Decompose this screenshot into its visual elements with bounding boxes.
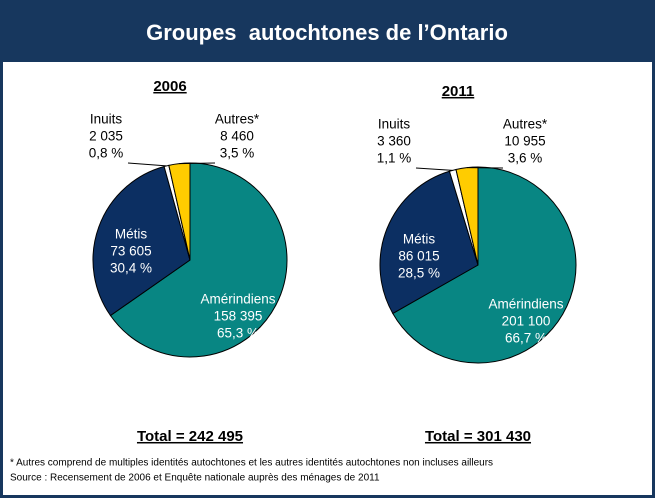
header-title: Groupes autochtones de l’Ontario [146,20,508,45]
slice-percent: 30,4 % [110,261,152,276]
slice-count: 2 035 [89,129,123,144]
slice-name: Métis [115,227,148,242]
total-label: Total = 242 495 [137,428,243,445]
slice-count: 3 360 [377,134,411,149]
slice-name: Inuits [378,117,411,132]
slice-name: Amérindiens [200,292,275,307]
slice-percent: 3,6 % [508,151,543,166]
footnote: * Autres comprend de multiples identités… [10,458,493,469]
slice-count: 86 015 [398,249,439,264]
slice-percent: 1,1 % [377,151,412,166]
slice-count: 10 955 [504,134,545,149]
slice-percent: 66,7 % [505,331,547,346]
slice-count: 73 605 [110,244,151,259]
pie-title: 2011 [442,83,475,100]
slice-name: Autres* [503,117,548,132]
leader-line [179,163,215,164]
total-label: Total = 301 430 [425,428,531,445]
pie-title: 2006 [153,78,186,95]
slice-name: Inuits [90,112,123,127]
slice-count: 158 395 [214,309,263,324]
slice-percent: 3,5 % [220,146,255,161]
slice-percent: 65,3 % [217,326,259,341]
slice-name: Amérindiens [488,297,563,312]
slice-percent: 0,8 % [89,146,124,161]
slice-name: Autres* [215,112,260,127]
slice-count: 8 460 [220,129,254,144]
slice-count: 201 100 [502,314,551,329]
source-note: Source : Recensement de 2006 et Enquête … [10,473,380,484]
slice-name: Métis [403,232,436,247]
slice-percent: 28,5 % [398,266,440,281]
